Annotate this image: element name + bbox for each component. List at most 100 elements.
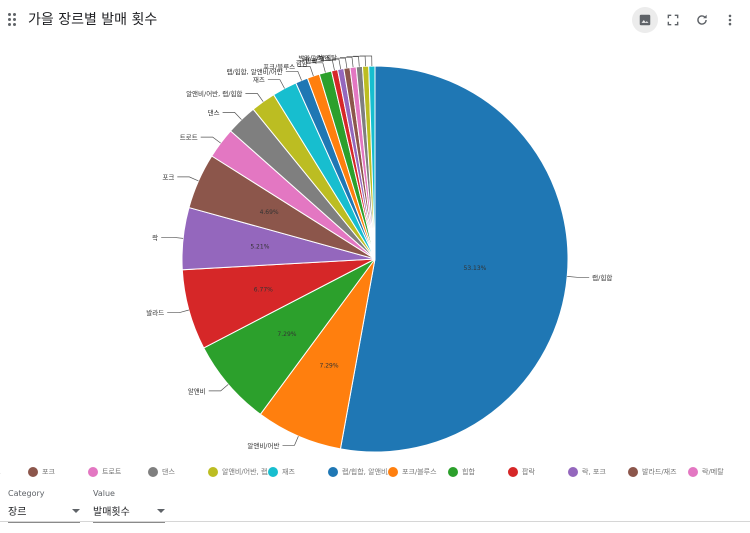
legend-item[interactable]: 락/메탈 xyxy=(688,467,748,477)
category-label: Category xyxy=(8,489,45,498)
slice-label: 포크/블루스 xyxy=(263,63,295,71)
leader-line xyxy=(222,112,242,120)
refresh-icon xyxy=(697,14,707,25)
slice-label: 락 xyxy=(152,234,158,242)
legend-item[interactable]: 알앤비/어반, 랩/힙합 xyxy=(208,467,268,477)
legend-label: 포크/블루스 xyxy=(402,468,437,476)
pie-slices xyxy=(181,65,569,453)
image-button[interactable] xyxy=(632,7,658,33)
legend-label: 댄스 xyxy=(162,468,175,476)
chart-header: 가을 장르별 발매 횟수 xyxy=(0,0,750,38)
legend-item[interactable]: 트로트 xyxy=(88,467,148,477)
pie-slice[interactable] xyxy=(368,65,376,260)
legend-label: 포크 xyxy=(42,468,55,476)
slice-label: 트로트 xyxy=(180,134,198,142)
leader-line xyxy=(567,276,590,278)
legend-item[interactable]: 힙합 xyxy=(448,467,508,477)
leader-line xyxy=(310,62,326,73)
legend-label: 재즈 xyxy=(282,468,295,476)
legend-label: 트로트 xyxy=(102,468,122,476)
percent-labels: 53.13% 7.29% 7.29% 6.77% 5.21% 4.69% xyxy=(250,209,486,369)
value-select[interactable]: 발매횟수 xyxy=(93,503,165,523)
slice-percent-label: 53.13% xyxy=(464,265,487,272)
chart-title: 가을 장르별 발매 횟수 xyxy=(28,12,158,28)
slice-percent-label: 7.29% xyxy=(277,331,296,338)
legend-item[interactable]: 재즈 xyxy=(268,467,328,477)
leader-line xyxy=(267,79,285,89)
legend-label: 힙합 xyxy=(462,468,475,476)
legend-label: 알앤비/어반, 랩/힙합 xyxy=(222,468,268,476)
slice-percent-label: 7.29% xyxy=(320,362,339,369)
slice-label: 발라드 xyxy=(146,308,164,317)
fullscreen-button[interactable] xyxy=(660,7,686,33)
legend-item[interactable]: 포크/블루스 xyxy=(388,467,448,477)
leader-line xyxy=(298,66,314,77)
category-select[interactable]: 장르 xyxy=(8,503,80,523)
legend-dot-icon xyxy=(268,467,278,477)
value-control: Value 발매횟수 xyxy=(93,489,165,523)
leader-line xyxy=(177,176,199,182)
slice-label: 알앤비/어반 xyxy=(247,441,279,450)
drag-handle-icon[interactable] xyxy=(8,13,18,27)
legend-item[interactable]: 댄스 xyxy=(148,467,208,477)
leader-line xyxy=(245,93,264,102)
legend-dot-icon xyxy=(628,467,638,477)
slice-label: 알앤비/어반, 랩/힙합 xyxy=(186,89,242,98)
slice-percent-label: 6.77% xyxy=(254,287,273,294)
legend-item[interactable]: 팝락 xyxy=(508,467,568,477)
leader-line xyxy=(282,436,299,446)
legend-item[interactable]: 랩/힙합, 알앤비/어반 xyxy=(328,467,388,477)
legend-dot-icon xyxy=(88,467,98,477)
leader-line xyxy=(208,384,229,392)
slice-percent-label: 4.69% xyxy=(260,209,279,216)
slice-percent-label: 5.21% xyxy=(250,244,269,251)
legend-dot-icon xyxy=(208,467,218,477)
slice-label: 재즈 xyxy=(253,76,265,84)
more-vert-icon xyxy=(728,14,732,26)
slice-label: 락/메탈 xyxy=(317,54,337,62)
divider xyxy=(0,521,750,522)
refresh-button[interactable] xyxy=(689,7,715,33)
image-icon xyxy=(639,14,651,26)
slice-label: 팝락 xyxy=(305,56,317,65)
leader-line xyxy=(326,58,342,70)
slice-label: 랩/힙합, 알앤비/어반 xyxy=(226,67,282,76)
slice-label: 힙합 xyxy=(296,58,308,67)
leader-line xyxy=(359,55,373,67)
leader-line xyxy=(333,57,348,69)
value-value: 발매횟수 xyxy=(93,507,130,518)
legend-item[interactable]: 락, 포크 xyxy=(568,467,628,477)
slice-label: 댄스 xyxy=(208,108,220,117)
legend-label: 랩/힙합, 알앤비/어반 xyxy=(342,468,388,476)
leader-lines xyxy=(161,55,590,446)
legend-label: 락/메탈 xyxy=(702,468,724,476)
legend-dot-icon xyxy=(148,467,158,477)
more-options-button[interactable] xyxy=(717,7,743,33)
category-control: Category 장르 xyxy=(8,489,80,523)
chevron-down-icon xyxy=(72,508,80,513)
legend-label: 발라드/재즈 xyxy=(642,468,677,476)
category-value: 장르 xyxy=(8,507,27,518)
slice-label: 랩/힙합 xyxy=(592,273,612,282)
legend-label: 락, 포크 xyxy=(582,468,606,476)
legend-item[interactable]: 포크 xyxy=(28,467,88,477)
legend-item[interactable]: 발라드/재즈 xyxy=(628,467,688,477)
leader-line xyxy=(346,56,360,67)
slice-label: 발라드/재즈 xyxy=(298,54,330,63)
legend-item[interactable]: 락 xyxy=(0,470,28,480)
legend-dot-icon xyxy=(448,467,458,477)
legend-dot-icon xyxy=(328,467,338,477)
leader-line xyxy=(161,236,184,239)
legend-dot-icon xyxy=(688,467,698,477)
legend-label: 락 xyxy=(0,470,28,480)
slice-label: 포크 xyxy=(162,173,174,181)
legend-dot-icon xyxy=(28,467,38,477)
leader-line xyxy=(200,136,221,144)
leader-line xyxy=(285,70,302,81)
leader-line xyxy=(167,309,189,314)
legend-dot-icon xyxy=(568,467,578,477)
slice-label: 락, 포크 xyxy=(302,56,324,64)
value-label: Value xyxy=(93,489,115,498)
